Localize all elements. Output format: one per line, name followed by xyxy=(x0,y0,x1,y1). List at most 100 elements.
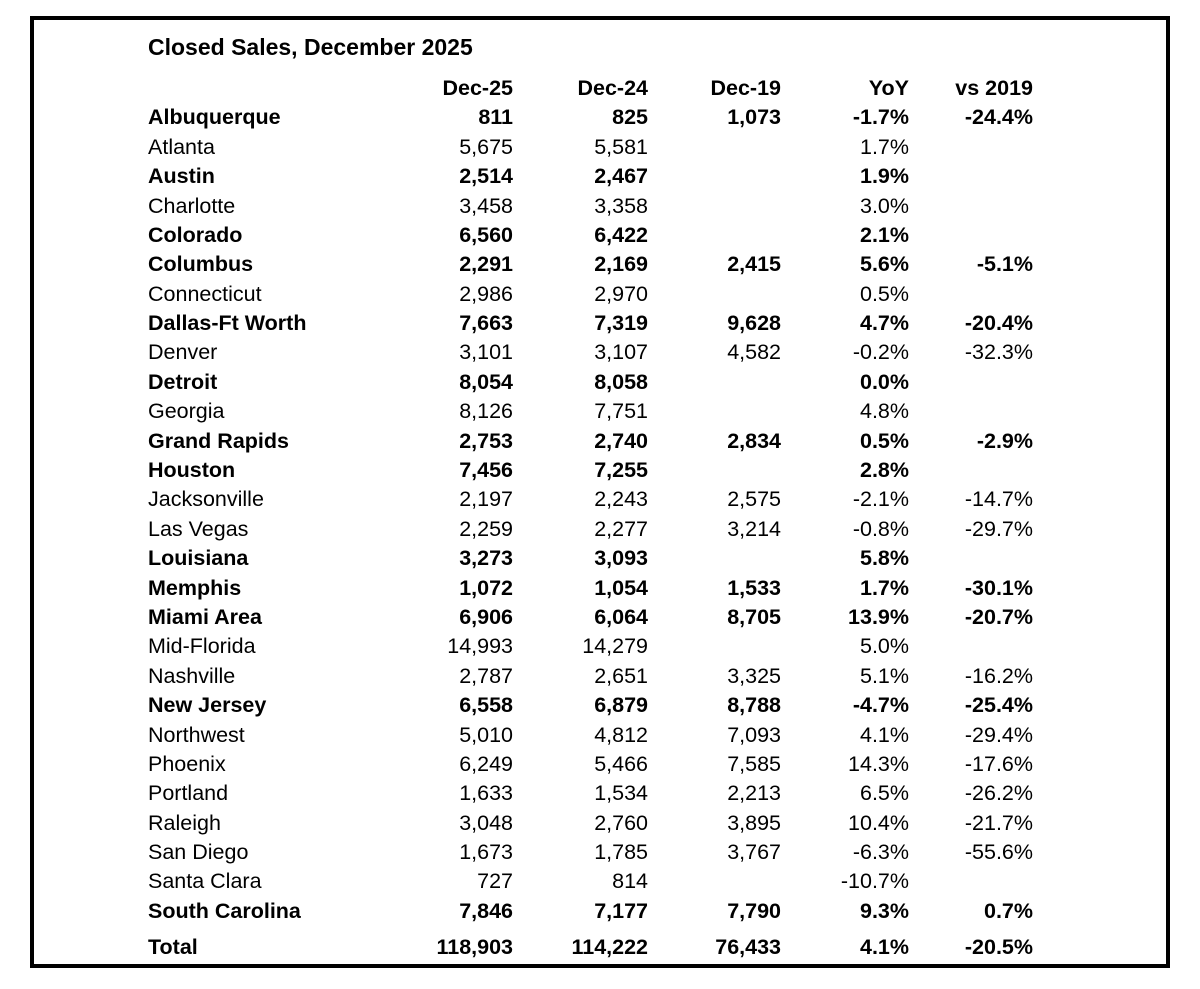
city-name-cell: Denver xyxy=(148,340,218,365)
dec19-cell: 1,073 xyxy=(727,105,781,130)
dec25-cell: 2,787 xyxy=(459,663,513,688)
table-row: San Diego 1,673 1,785 3,767 -6.3% -55.6% xyxy=(148,838,1033,867)
city-name-cell: Santa Clara xyxy=(148,869,262,894)
yoy-cell: -0.2% xyxy=(852,340,909,365)
city-name-cell: Raleigh xyxy=(148,810,221,835)
dec24-cell: 2,651 xyxy=(594,663,648,688)
dec19-cell: 2,575 xyxy=(727,487,781,512)
dec25-cell: 3,048 xyxy=(459,810,513,835)
dec25-cell: 6,560 xyxy=(459,222,513,247)
table-row: Atlanta 5,675 5,581 1.7% xyxy=(148,133,1033,162)
dec24-cell: 2,277 xyxy=(594,516,648,541)
yoy-cell: 4.8% xyxy=(859,399,909,424)
yoy-cell: 0.5% xyxy=(859,281,909,306)
dec24-cell: 2,467 xyxy=(594,164,648,189)
dec25-cell: 6,558 xyxy=(459,693,513,718)
table-row: Las Vegas 2,259 2,277 3,214 -0.8% -29.7% xyxy=(148,515,1033,544)
dec24-cell: 2,740 xyxy=(594,428,648,453)
vs2019-cell xyxy=(909,133,1033,162)
vs2019-cell: -14.7% xyxy=(964,487,1033,512)
table-row: Columbus 2,291 2,169 2,415 5.6% -5.1% xyxy=(148,250,1033,279)
dec19-cell: 8,788 xyxy=(727,693,781,718)
city-name-cell: Louisiana xyxy=(148,546,249,571)
yoy-cell: 1.7% xyxy=(859,575,909,600)
dec19-cell: 9,628 xyxy=(727,311,781,336)
dec24-cell: 8,058 xyxy=(594,369,648,394)
table-row: Louisiana 3,273 3,093 5.8% xyxy=(148,544,1033,573)
table-row: Colorado 6,560 6,422 2.1% xyxy=(148,221,1033,250)
table-row: Georgia 8,126 7,751 4.8% xyxy=(148,397,1033,426)
table-row: Portland 1,633 1,534 2,213 6.5% -26.2% xyxy=(148,779,1033,808)
vs2019-cell: 0.7% xyxy=(983,898,1033,923)
city-name-cell: Austin xyxy=(148,164,215,189)
column-header-city xyxy=(148,74,408,103)
city-name-cell: Columbus xyxy=(148,252,254,277)
dec24-cell: 2,243 xyxy=(594,487,648,512)
table-row: Jacksonville 2,197 2,243 2,575 -2.1% -14… xyxy=(148,485,1033,514)
dec24-cell: 1,054 xyxy=(594,575,648,600)
table-row: Charlotte 3,458 3,358 3.0% xyxy=(148,192,1033,221)
city-name-cell: Jacksonville xyxy=(148,487,264,512)
vs2019-cell xyxy=(909,632,1033,661)
city-name-cell: Miami Area xyxy=(148,604,262,629)
dec19-cell: 4,582 xyxy=(727,340,781,365)
city-name-cell: Georgia xyxy=(148,399,225,424)
total-yoy-cell: 4.1% xyxy=(859,935,909,960)
table-body: Albuquerque 811 825 1,073 -1.7% -24.4% A… xyxy=(148,103,1033,926)
dec25-cell: 3,458 xyxy=(459,193,513,218)
yoy-cell: 5.1% xyxy=(859,663,909,688)
dec25-cell: 14,993 xyxy=(447,634,513,659)
dec25-cell: 1,633 xyxy=(459,781,513,806)
column-header-vs2019: vs 2019 xyxy=(955,75,1033,100)
table-row: Nashville 2,787 2,651 3,325 5.1% -16.2% xyxy=(148,662,1033,691)
dec25-cell: 2,986 xyxy=(459,281,513,306)
city-name-cell: Colorado xyxy=(148,222,243,247)
dec19-cell: 2,213 xyxy=(727,781,781,806)
table-row: Dallas-Ft Worth 7,663 7,319 9,628 4.7% -… xyxy=(148,309,1033,338)
yoy-cell: 5.8% xyxy=(859,546,909,571)
city-name-cell: Nashville xyxy=(148,663,236,688)
spacer-row xyxy=(148,926,1033,933)
yoy-cell: 1.9% xyxy=(859,164,909,189)
table-row: Raleigh 3,048 2,760 3,895 10.4% -21.7% xyxy=(148,809,1033,838)
dec25-cell: 811 xyxy=(478,105,513,130)
vs2019-cell: -55.6% xyxy=(964,840,1033,865)
vs2019-cell: -21.7% xyxy=(964,810,1033,835)
dec24-cell: 6,422 xyxy=(594,222,648,247)
dec25-cell: 1,673 xyxy=(459,840,513,865)
column-header-dec24: Dec-24 xyxy=(577,75,648,100)
table-row: Miami Area 6,906 6,064 8,705 13.9% -20.7… xyxy=(148,603,1033,632)
dec25-cell: 5,675 xyxy=(459,134,513,159)
city-name-cell: Portland xyxy=(148,781,229,806)
vs2019-cell xyxy=(909,456,1033,485)
dec24-cell: 2,169 xyxy=(594,252,648,277)
total-vs2019-cell: -20.5% xyxy=(964,935,1033,960)
dec24-cell: 1,785 xyxy=(594,840,648,865)
dec19-cell: 3,214 xyxy=(727,516,781,541)
yoy-cell: -10.7% xyxy=(840,869,909,894)
yoy-cell: 2.1% xyxy=(859,222,909,247)
dec25-cell: 7,456 xyxy=(459,458,513,483)
dec25-cell: 3,273 xyxy=(459,546,513,571)
vs2019-cell: -20.7% xyxy=(964,604,1033,629)
yoy-cell: 0.0% xyxy=(859,369,909,394)
dec24-cell: 7,751 xyxy=(594,399,648,424)
city-name-cell: Memphis xyxy=(148,575,242,600)
dec25-cell: 2,259 xyxy=(459,516,513,541)
dec25-cell: 3,101 xyxy=(459,340,513,365)
dec24-cell: 6,064 xyxy=(594,604,648,629)
total-row: Total 118,903 114,222 76,433 4.1% -20.5% xyxy=(148,933,1033,962)
yoy-cell: -1.7% xyxy=(852,105,909,130)
total-label-cell: Total xyxy=(148,935,198,960)
table-row: Grand Rapids 2,753 2,740 2,834 0.5% -2.9… xyxy=(148,427,1033,456)
dec24-cell: 7,319 xyxy=(594,311,648,336)
vs2019-cell: -26.2% xyxy=(964,781,1033,806)
city-name-cell: Mid-Florida xyxy=(148,634,256,659)
dec19-cell xyxy=(648,868,781,897)
vs2019-cell xyxy=(909,868,1033,897)
table-row: Phoenix 6,249 5,466 7,585 14.3% -17.6% xyxy=(148,750,1033,779)
dec25-cell: 2,514 xyxy=(459,164,513,189)
table-row: Albuquerque 811 825 1,073 -1.7% -24.4% xyxy=(148,103,1033,132)
total-dec25-cell: 118,903 xyxy=(436,935,513,960)
table-title: Closed Sales, December 2025 xyxy=(148,34,473,60)
